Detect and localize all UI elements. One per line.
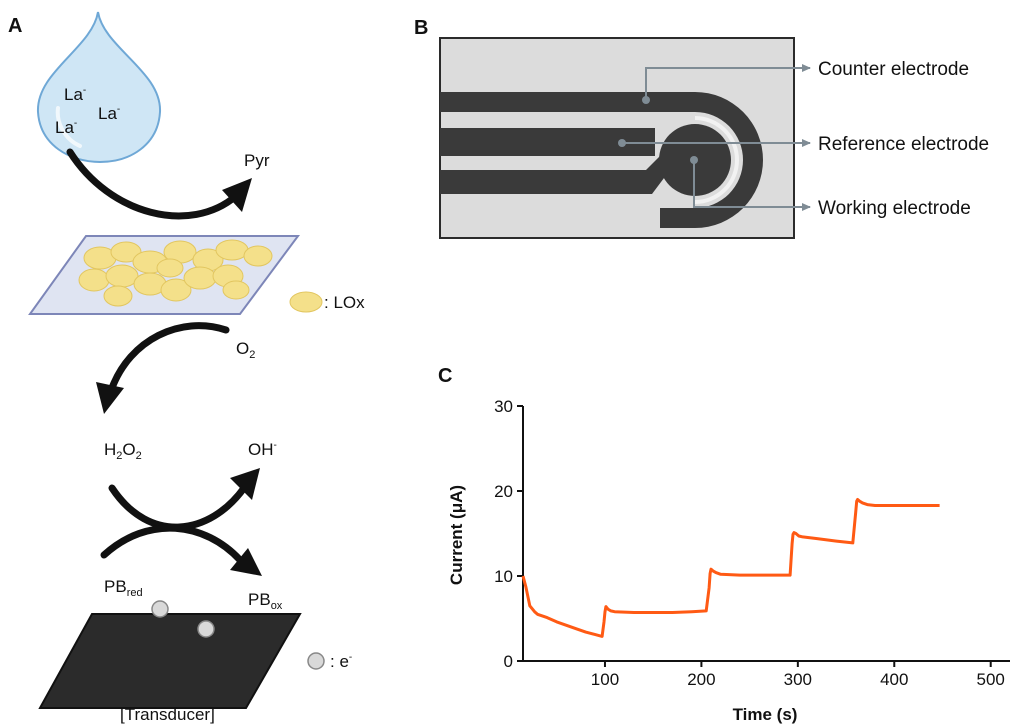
arrow-o2-to-h2o2 — [108, 322, 230, 392]
x-axis-title: Time (s) — [733, 705, 798, 724]
current-trace-line — [521, 498, 940, 638]
arrow-lactate-to-pyruvate — [66, 148, 240, 220]
panel-b-letter: B — [414, 17, 428, 39]
hydroxide-label: OH- — [248, 440, 277, 459]
h2o2-label: H2O2 — [104, 440, 142, 462]
o2-label: O2 — [236, 339, 255, 361]
lactate-label-1: La- — [64, 85, 86, 104]
arrowhead-pyruvate — [222, 178, 252, 212]
transducer-plate — [38, 613, 302, 709]
working-electrode-label: Working electrode — [818, 198, 971, 219]
x-tick-label: 300 — [784, 670, 812, 689]
arrowhead-h2o2 — [96, 382, 124, 414]
panel-c: C 100 200 300 400 500 0 10 20 30 Current (μA) Ti… — [438, 365, 1010, 724]
arrow-h2o2-to-oh — [108, 484, 248, 531]
lactate-label-2: La- — [98, 104, 120, 123]
panel-b: B Counter electrode Reference electrode … — [414, 17, 989, 239]
arrow-pbred-to-pbox — [100, 524, 244, 564]
x-tick-label: 100 — [591, 670, 619, 689]
y-axis-title: Current (μA) — [447, 485, 466, 585]
panel-a-letter: A — [8, 15, 22, 37]
counter-electrode-label: Counter electrode — [818, 59, 969, 80]
electron-dot-2 — [197, 620, 215, 638]
drop-highlight — [55, 106, 82, 148]
current-time-chart: 100 200 300 400 500 0 10 20 30 — [494, 397, 1010, 689]
y-tick-label: 20 — [494, 482, 513, 501]
y-tick-label: 30 — [494, 397, 513, 416]
x-tick-label: 400 — [880, 670, 908, 689]
electron-legend-swatch — [307, 652, 325, 670]
arrowhead-pbox — [230, 548, 262, 576]
y-tick-label: 0 — [504, 652, 513, 671]
lox-enzymes — [78, 239, 273, 307]
lox-legend-label: : LOx — [324, 293, 365, 312]
transducer-label: [Transducer] — [120, 705, 215, 724]
counter-electrode — [440, 92, 763, 228]
pb-ox-label: PBox — [248, 590, 283, 612]
arrowhead-oh — [230, 468, 260, 500]
lactate-label-3: La- — [55, 118, 77, 137]
reference-electrode-label: Reference electrode — [818, 134, 989, 155]
electrode-gap — [694, 116, 739, 204]
x-tick-label: 200 — [687, 670, 715, 689]
pb-red-label: PBred — [104, 577, 143, 599]
panel-a: A La- La- La- Pyr : LOx O2 H2O2 OH- — [8, 11, 365, 724]
electron-dot-1 — [151, 600, 169, 618]
electron-legend-label: : e- — [330, 652, 352, 671]
pyruvate-label: Pyr — [244, 151, 270, 170]
working-electrode-lead — [440, 152, 664, 194]
panel-c-letter: C — [438, 365, 452, 387]
sample-drop — [36, 11, 162, 164]
counter-pointer-line — [645, 64, 811, 100]
x-tick-label: 500 — [977, 670, 1005, 689]
y-tick-label: 10 — [494, 567, 513, 586]
lox-legend-swatch — [289, 291, 323, 313]
working-pointer-line — [693, 160, 811, 211]
